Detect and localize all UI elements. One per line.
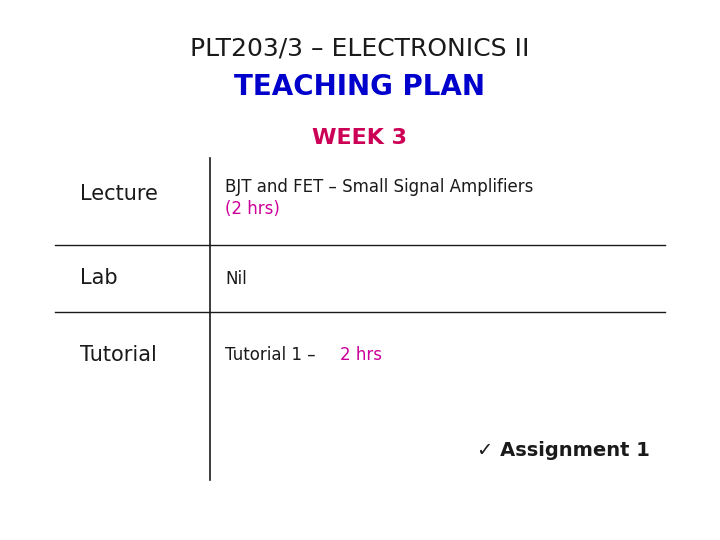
Text: Nil: Nil [225, 269, 247, 287]
Text: 2 hrs: 2 hrs [340, 346, 382, 364]
Text: Tutorial 1 –: Tutorial 1 – [225, 346, 321, 364]
Text: PLT203/3 – ELECTRONICS II: PLT203/3 – ELECTRONICS II [190, 36, 530, 60]
Text: Tutorial: Tutorial [80, 345, 157, 365]
Text: (2 hrs): (2 hrs) [225, 200, 280, 219]
Text: TEACHING PLAN: TEACHING PLAN [235, 73, 485, 101]
Text: BJT and FET – Small Signal Amplifiers: BJT and FET – Small Signal Amplifiers [225, 179, 534, 197]
Text: WEEK 3: WEEK 3 [312, 128, 408, 148]
Text: ✓ Assignment 1: ✓ Assignment 1 [477, 441, 650, 460]
Text: Lab: Lab [80, 268, 117, 288]
Text: Lecture: Lecture [80, 184, 158, 204]
